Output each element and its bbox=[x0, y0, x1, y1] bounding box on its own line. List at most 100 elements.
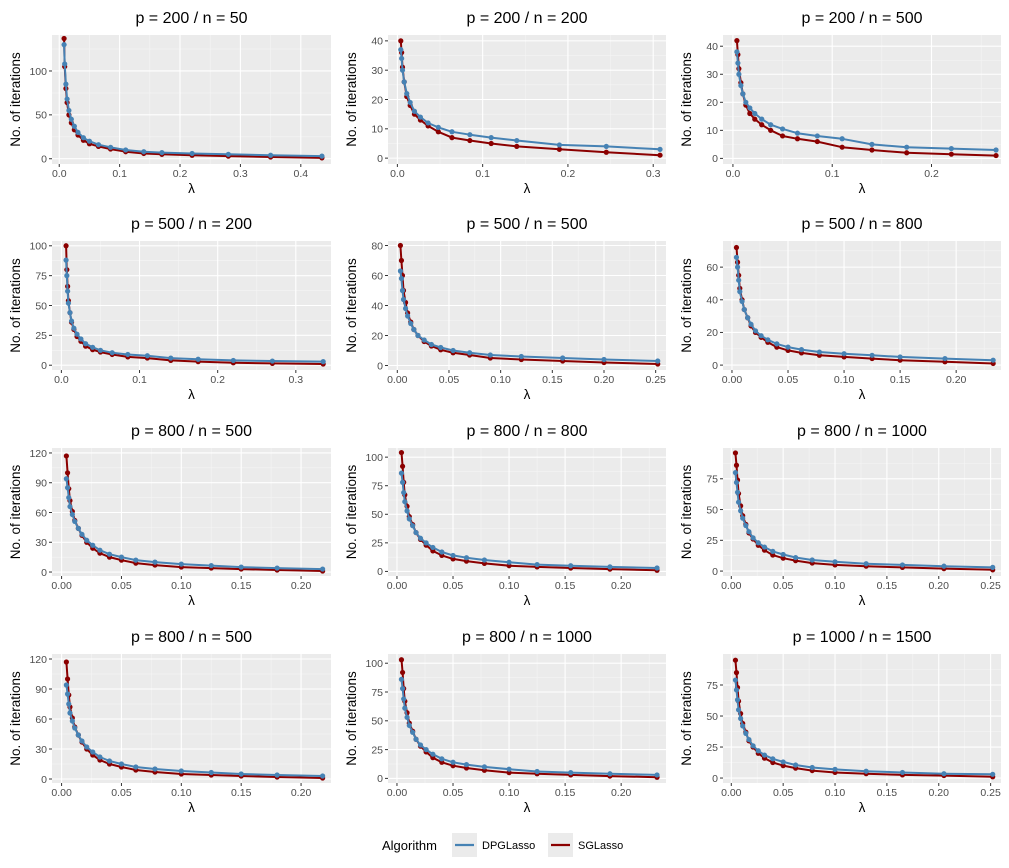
data-point-sglasso bbox=[435, 129, 441, 135]
data-point-dpglasso bbox=[654, 565, 660, 571]
data-point-dpglasso bbox=[195, 356, 201, 362]
x-axis-label: λ bbox=[188, 387, 195, 402]
data-point-sglasso bbox=[904, 150, 910, 156]
data-point-dpglasso bbox=[657, 146, 663, 152]
data-point-sglasso bbox=[63, 243, 69, 249]
data-point-dpglasso bbox=[69, 718, 75, 724]
data-point-sglasso bbox=[488, 140, 494, 147]
data-point-dpglasso bbox=[79, 738, 85, 744]
x-tick-label: 0.05 bbox=[111, 580, 132, 592]
data-point-dpglasso bbox=[941, 563, 947, 569]
x-axis-label: λ bbox=[188, 181, 195, 196]
data-point-dpglasso bbox=[97, 347, 104, 353]
data-point-dpglasso bbox=[84, 537, 90, 543]
panel-title: p = 500 / n = 800 bbox=[802, 216, 923, 233]
x-tick-label: 0.1 bbox=[475, 168, 490, 180]
y-tick-label: 75 bbox=[371, 481, 383, 493]
x-tick-label: 0.05 bbox=[439, 374, 460, 386]
x-axis-label: λ bbox=[859, 593, 866, 608]
panel-1: 0.0 0.1 0.2 0.3 0.4 0 50 100 p = 200 / n = 50 λ No… bbox=[8, 10, 331, 196]
data-point-dpglasso bbox=[80, 135, 87, 141]
data-point-dpglasso bbox=[118, 554, 125, 560]
data-point-sglasso bbox=[993, 152, 999, 159]
x-tick-label: 0.20 bbox=[291, 787, 312, 799]
x-axis-label: λ bbox=[524, 593, 531, 608]
data-point-dpglasso bbox=[66, 495, 72, 501]
y-tick-label: 100 bbox=[29, 241, 47, 253]
y-axis-label: No. of iterations bbox=[8, 464, 23, 559]
x-tick-label: 0.20 bbox=[946, 374, 967, 386]
data-point-sglasso bbox=[734, 38, 740, 44]
data-point-dpglasso bbox=[320, 359, 326, 365]
data-point-dpglasso bbox=[75, 732, 81, 738]
data-point-dpglasso bbox=[993, 147, 999, 153]
x-tick-label: 0.00 bbox=[387, 580, 408, 592]
data-point-dpglasso bbox=[269, 358, 275, 364]
y-tick-label: 25 bbox=[706, 535, 718, 547]
x-axis-label: λ bbox=[859, 387, 866, 402]
data-point-dpglasso bbox=[740, 515, 746, 521]
data-point-dpglasso bbox=[189, 150, 195, 157]
data-point-dpglasso bbox=[68, 116, 74, 122]
y-tick-label: 0 bbox=[377, 360, 383, 372]
data-point-sglasso bbox=[780, 555, 786, 561]
data-point-sglasso bbox=[61, 35, 67, 42]
data-point-dpglasso bbox=[72, 725, 78, 731]
x-tick-label: 0.0 bbox=[726, 168, 741, 180]
data-point-dpglasso bbox=[450, 347, 456, 354]
data-point-sglasso bbox=[399, 463, 406, 469]
x-tick-label: 0.10 bbox=[171, 580, 192, 592]
data-point-dpglasso bbox=[406, 516, 412, 522]
data-point-dpglasso bbox=[450, 759, 456, 765]
data-point-dpglasso bbox=[759, 116, 765, 122]
data-point-dpglasso bbox=[438, 344, 444, 351]
data-point-dpglasso bbox=[97, 754, 103, 760]
x-tick-label: 0.3 bbox=[289, 374, 304, 386]
data-point-dpglasso bbox=[78, 336, 84, 342]
data-point-sglasso bbox=[780, 763, 786, 769]
data-point-dpglasso bbox=[481, 764, 488, 770]
data-point-dpglasso bbox=[740, 91, 746, 97]
y-axis-label: No. of iterations bbox=[679, 52, 694, 147]
y-tick-label: 75 bbox=[35, 270, 47, 282]
panel-title: p = 800 / n = 1000 bbox=[462, 629, 592, 646]
data-point-dpglasso bbox=[107, 144, 114, 150]
x-axis-label: λ bbox=[524, 800, 531, 815]
data-point-dpglasso bbox=[481, 557, 488, 563]
panel-background bbox=[723, 654, 1001, 783]
data-point-dpglasso bbox=[738, 715, 744, 722]
data-point-dpglasso bbox=[467, 350, 473, 356]
data-point-dpglasso bbox=[814, 133, 820, 139]
data-point-dpglasso bbox=[798, 346, 805, 353]
x-tick-label: 0.2 bbox=[561, 168, 576, 180]
data-point-dpglasso bbox=[534, 561, 540, 568]
x-tick-label: 0.00 bbox=[51, 787, 72, 799]
data-point-dpglasso bbox=[904, 144, 910, 150]
x-tick-label: 0.00 bbox=[51, 580, 72, 592]
data-point-dpglasso bbox=[897, 354, 903, 360]
data-point-sglasso bbox=[732, 657, 739, 663]
y-tick-label: 80 bbox=[371, 240, 383, 252]
data-point-sglasso bbox=[63, 453, 69, 459]
y-tick-label: 0 bbox=[41, 774, 47, 786]
data-point-sglasso bbox=[449, 135, 455, 141]
data-point-sglasso bbox=[398, 257, 405, 264]
data-point-dpglasso bbox=[737, 289, 743, 295]
data-point-dpglasso bbox=[770, 756, 776, 762]
data-point-dpglasso bbox=[67, 710, 73, 716]
y-tick-label: 0 bbox=[41, 360, 47, 372]
data-point-dpglasso bbox=[941, 771, 947, 777]
data-point-dpglasso bbox=[106, 758, 113, 764]
x-tick-label: 0.10 bbox=[825, 787, 846, 799]
x-tick-label: 0.25 bbox=[980, 580, 1001, 592]
x-tick-label: 0.00 bbox=[387, 374, 408, 386]
data-point-dpglasso bbox=[404, 508, 410, 514]
y-axis-label: No. of iterations bbox=[344, 671, 359, 766]
data-point-dpglasso bbox=[603, 143, 609, 150]
data-point-sglasso bbox=[733, 670, 740, 676]
panel-12: 0.00 0.05 0.10 0.15 0.20 0.25 0 25 50 75 p = 1000 … bbox=[679, 629, 1001, 815]
data-point-dpglasso bbox=[740, 723, 746, 729]
data-point-dpglasso bbox=[411, 326, 417, 333]
y-tick-label: 75 bbox=[706, 474, 718, 486]
data-point-dpglasso bbox=[869, 352, 875, 358]
